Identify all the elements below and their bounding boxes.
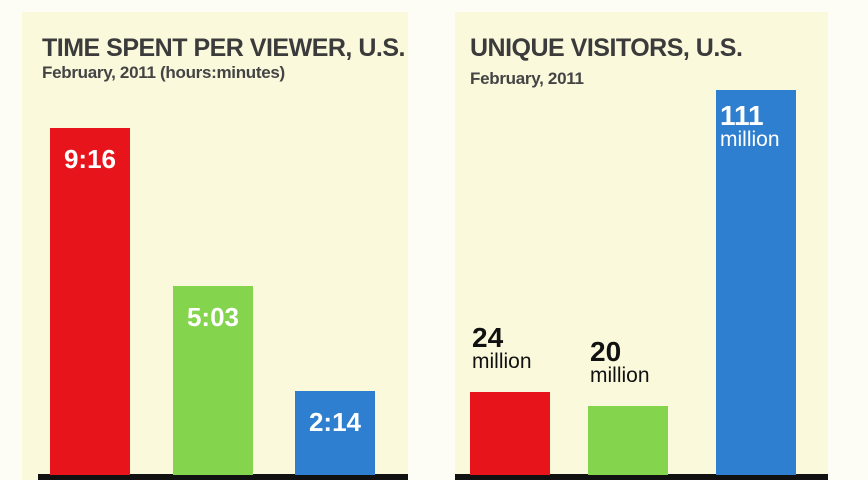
chart-title: TIME SPENT PER VIEWER, U.S. [42,34,405,62]
value-label: 2:14 [308,407,362,438]
chart-title: UNIQUE VISITORS, U.S. [470,34,743,62]
bar [173,285,253,475]
baseline [455,474,828,480]
chart-subtitle: February, 2011 (hours:minutes) [42,63,285,82]
chart-subtitle: February, 2011 [470,69,584,88]
bar [470,391,550,475]
value-label: 5:03 [186,301,240,332]
value-label: 20 million [590,335,650,387]
bar [50,128,130,475]
bar [716,90,796,475]
chart-heading: UNIQUE VISITORS, U.S. February, 2011 [470,34,830,89]
chart-heading: TIME SPENT PER VIEWER, U.S. February, 20… [42,34,422,83]
value-label: 24 million [472,321,532,373]
value-label: 9:16 [63,144,117,174]
value-label: 111 million [720,100,780,152]
bar [588,405,668,475]
baseline [38,474,408,480]
bar [295,391,375,475]
